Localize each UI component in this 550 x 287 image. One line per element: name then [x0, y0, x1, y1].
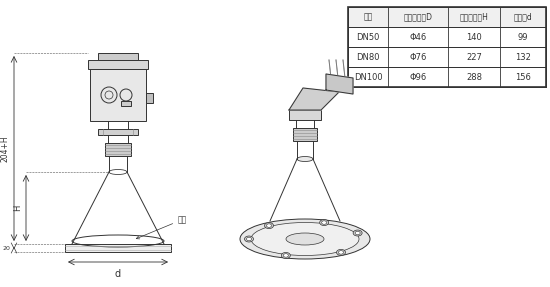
- Text: 288: 288: [466, 73, 482, 82]
- Bar: [105, 143, 131, 156]
- Ellipse shape: [355, 231, 360, 235]
- Ellipse shape: [297, 156, 313, 162]
- Bar: [348, 67, 546, 87]
- Text: Φ76: Φ76: [409, 53, 427, 61]
- Ellipse shape: [286, 233, 324, 245]
- Bar: [98, 53, 138, 60]
- Bar: [289, 110, 321, 120]
- Ellipse shape: [353, 230, 362, 236]
- Bar: [293, 128, 317, 141]
- Text: 156: 156: [515, 73, 531, 82]
- Ellipse shape: [246, 237, 251, 241]
- Text: DN80: DN80: [356, 53, 380, 61]
- Bar: [348, 7, 546, 87]
- Polygon shape: [326, 74, 353, 94]
- Ellipse shape: [337, 249, 345, 255]
- Text: H: H: [13, 205, 22, 211]
- Ellipse shape: [265, 223, 273, 228]
- Text: 99: 99: [518, 32, 528, 42]
- Bar: [348, 7, 546, 27]
- Ellipse shape: [251, 222, 359, 255]
- Text: 四氟盘d: 四氟盘d: [514, 13, 532, 22]
- Text: 204+H: 204+H: [1, 135, 10, 162]
- Bar: [348, 27, 546, 47]
- Bar: [90, 69, 146, 121]
- Bar: [88, 60, 148, 69]
- Bar: [348, 47, 546, 67]
- Bar: [146, 93, 153, 103]
- Text: 喇叭口直径D: 喇叭口直径D: [404, 13, 432, 22]
- Bar: [65, 244, 171, 252]
- Text: d: d: [115, 269, 121, 279]
- Polygon shape: [289, 88, 339, 110]
- Text: 227: 227: [466, 53, 482, 61]
- Ellipse shape: [267, 224, 272, 227]
- Ellipse shape: [240, 219, 370, 259]
- Ellipse shape: [322, 221, 327, 224]
- Text: 法兰: 法兰: [364, 13, 373, 22]
- Bar: [121, 101, 131, 106]
- Ellipse shape: [282, 253, 290, 259]
- Text: 法兰: 法兰: [136, 215, 187, 239]
- Text: 132: 132: [515, 53, 531, 61]
- Text: 20: 20: [2, 245, 10, 251]
- Ellipse shape: [338, 251, 344, 254]
- Text: Φ46: Φ46: [409, 32, 427, 42]
- Ellipse shape: [320, 220, 329, 226]
- Bar: [98, 129, 138, 135]
- Text: DN100: DN100: [354, 73, 382, 82]
- Text: 140: 140: [466, 32, 482, 42]
- Text: 喇叭口高度H: 喇叭口高度H: [460, 13, 488, 22]
- Text: DN50: DN50: [356, 32, 380, 42]
- Ellipse shape: [245, 236, 254, 242]
- Ellipse shape: [283, 254, 288, 257]
- Text: Φ96: Φ96: [409, 73, 427, 82]
